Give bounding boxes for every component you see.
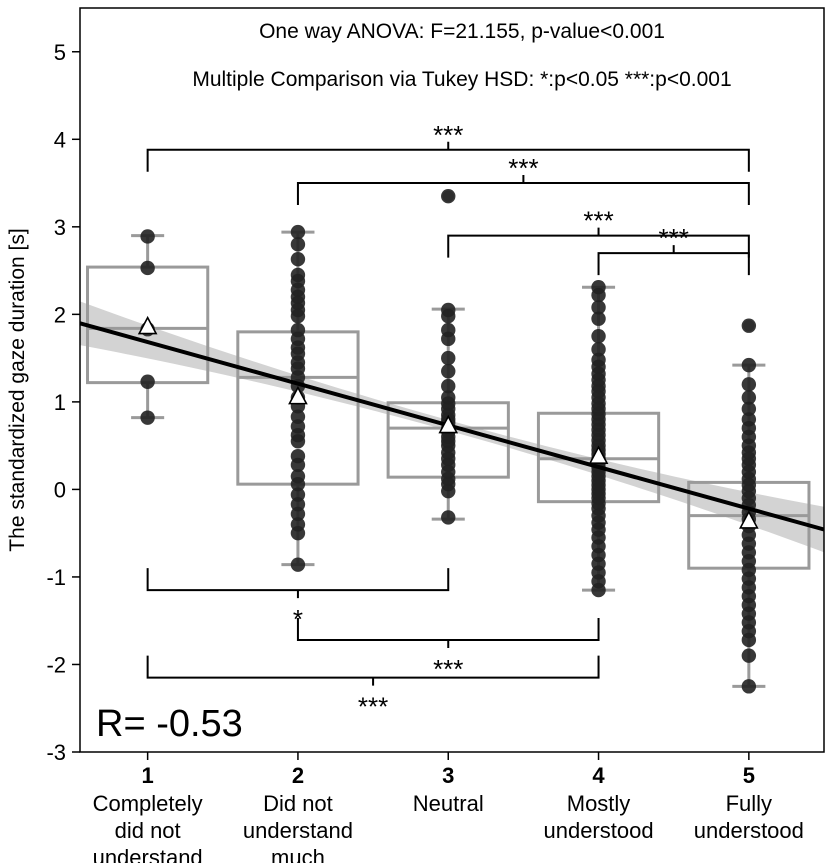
- significance-label: ***: [358, 692, 388, 722]
- x-tick-label: Mostly: [567, 791, 631, 816]
- data-point: [591, 582, 606, 598]
- significance-label: ***: [433, 654, 463, 684]
- significance-bracket: [146, 141, 750, 172]
- data-point: [741, 357, 757, 373]
- significance-bracket: [597, 245, 750, 276]
- y-tick-label: 3: [54, 215, 66, 240]
- correlation-label: R= -0.53: [96, 703, 243, 745]
- data-point: [290, 308, 306, 324]
- mean-marker: [288, 385, 308, 405]
- mean-marker: [438, 414, 459, 434]
- data-point: [290, 525, 306, 541]
- data-point: [140, 260, 155, 276]
- x-tick-label: did not: [115, 818, 181, 843]
- x-tick-number: 4: [592, 763, 605, 788]
- data-point: [441, 510, 456, 525]
- data-point: [290, 237, 306, 252]
- data-point: [140, 229, 155, 244]
- y-tick-label: -3: [46, 740, 66, 765]
- data-point: [741, 318, 757, 333]
- significance-bracket: [146, 655, 600, 686]
- x-tick-label: understood: [543, 818, 653, 843]
- data-point: [591, 329, 606, 344]
- x-tick-label: Neutral: [413, 791, 484, 816]
- y-tick-label: -1: [46, 565, 66, 590]
- data-point-layer: [140, 188, 757, 694]
- significance-bracket: [296, 175, 750, 206]
- data-point: [441, 188, 456, 204]
- x-tick-label: understand: [243, 818, 353, 843]
- x-tick-number: 5: [743, 763, 755, 788]
- x-tick-label: Did not: [263, 791, 333, 816]
- y-tick-label: 1: [54, 390, 66, 415]
- significance-bracket-layer: *******************: [146, 120, 750, 722]
- significance-label: ***: [583, 206, 613, 236]
- significance-label: ***: [508, 153, 538, 183]
- y-tick-label: 2: [54, 302, 66, 327]
- data-point: [441, 308, 456, 324]
- data-point: [741, 401, 757, 417]
- data-point: [290, 557, 306, 572]
- x-tick-label: understand: [93, 845, 203, 863]
- significance-label: ***: [433, 120, 463, 150]
- data-point: [591, 342, 606, 357]
- anova-annotation: One way ANOVA: F=21.155, p-value<0.001: [259, 20, 665, 43]
- significance-label: ***: [659, 223, 689, 253]
- y-axis-label: The standardized gaze duration [s]: [6, 228, 29, 551]
- y-tick-label: 5: [54, 40, 66, 65]
- x-tick-label: Completely: [93, 791, 203, 816]
- data-point: [741, 679, 757, 694]
- data-point: [441, 364, 456, 379]
- x-tick-number: 2: [292, 763, 304, 788]
- x-tick-number: 1: [142, 763, 154, 788]
- data-point: [290, 457, 306, 473]
- data-point: [441, 350, 456, 366]
- plot-frame: [79, 7, 825, 753]
- data-point: [290, 224, 306, 240]
- mean-marker: [739, 510, 759, 529]
- data-point: [591, 300, 606, 315]
- x-tick-label: much: [271, 845, 325, 863]
- x-tick-label: understood: [694, 818, 804, 843]
- data-point: [140, 410, 155, 425]
- data-point: [741, 377, 757, 392]
- data-point: [441, 331, 456, 347]
- x-tick-number: 3: [442, 763, 454, 788]
- data-point: [741, 632, 757, 648]
- mean-marker: [137, 315, 158, 335]
- data-point: [741, 390, 757, 405]
- data-point: [441, 483, 456, 499]
- data-point: [741, 648, 757, 663]
- data-point: [290, 476, 306, 492]
- y-tick-label: 4: [54, 127, 66, 152]
- y-tick-label: 0: [54, 477, 66, 502]
- y-tick-label: -2: [46, 652, 66, 677]
- data-point: [591, 311, 606, 326]
- mean-marker: [588, 445, 609, 464]
- data-point: [290, 506, 306, 522]
- data-point: [591, 287, 606, 303]
- x-tick-label: Fully: [726, 791, 772, 816]
- significance-bracket: [447, 227, 750, 258]
- significance-bracket: [146, 568, 450, 599]
- data-point: [140, 374, 155, 389]
- mean-marker-layer: [137, 315, 759, 529]
- data-point: [441, 378, 456, 394]
- tukey-annotation: Multiple Comparison via Tukey HSD: *:p<0…: [192, 68, 731, 91]
- data-point: [290, 252, 306, 267]
- significance-bracket: [296, 617, 600, 648]
- data-point: [290, 434, 306, 449]
